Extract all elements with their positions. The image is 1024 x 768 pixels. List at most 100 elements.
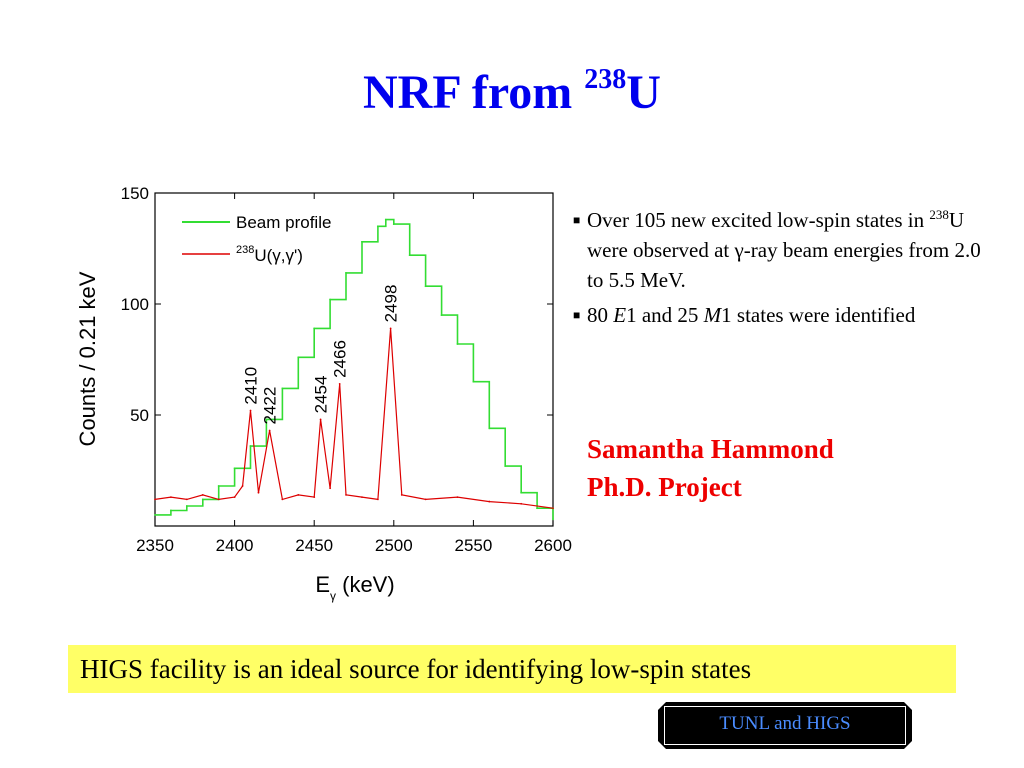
data-point	[329, 298, 332, 301]
data-point	[440, 314, 443, 316]
tunl-higs-badge: TUNL and HIGS	[658, 702, 912, 749]
x-tick-label: 2600	[534, 536, 572, 555]
bullet-text-m: M	[703, 303, 722, 327]
x-tick-label: 2550	[454, 536, 492, 555]
data-point	[408, 254, 411, 257]
nrf-spectrum-chart: 2350 2400 2450 2500 2550 2600 50 100 150 2410242…	[75, 184, 572, 603]
y-tick-label: 100	[121, 295, 149, 314]
x-axis-label-sub: γ	[330, 589, 336, 603]
data-point	[520, 491, 523, 494]
data-point	[170, 496, 172, 499]
y-tick-label: 150	[121, 184, 149, 203]
bullet-square-icon: ■	[573, 213, 581, 227]
bullet-text-sup: 238	[929, 207, 949, 222]
author-block: Samantha Hammond Ph.D. Project	[587, 430, 834, 506]
data-point	[552, 507, 554, 510]
data-point	[488, 500, 491, 503]
bullet-square-icon: ■	[573, 308, 581, 322]
data-point	[361, 496, 363, 499]
data-point	[249, 445, 252, 447]
data-point	[217, 498, 220, 501]
data-point	[313, 327, 316, 330]
data-point	[456, 496, 459, 499]
series-0	[154, 218, 554, 521]
x-tick-label: 2350	[136, 536, 174, 555]
series-line	[154, 328, 554, 509]
data-point	[392, 223, 395, 225]
plot-frame	[154, 192, 554, 527]
x-tick-label: 2400	[216, 536, 254, 555]
data-point	[233, 496, 236, 499]
series-1	[154, 327, 554, 510]
x-tick-label: 2450	[295, 536, 333, 555]
chart-legend: Beam profile 238U(γ,γ')	[182, 213, 331, 265]
author-project: Ph.D. Project	[587, 472, 742, 502]
legend-label-nrf: 238U(γ,γ')	[236, 244, 303, 265]
data-point	[504, 465, 507, 467]
legend-label-beam: Beam profile	[236, 213, 331, 232]
title-superscript: 238	[584, 64, 627, 95]
data-point	[329, 487, 332, 490]
data-point	[536, 507, 538, 510]
axis-ticks: 2350 2400 2450 2500 2550 2600 50 100 150	[121, 184, 572, 555]
data-point	[201, 494, 204, 496]
series-layer	[154, 218, 554, 521]
y-tick-label: 50	[130, 406, 149, 425]
data-point	[520, 502, 523, 505]
bullet-text-pre: 80	[587, 303, 614, 327]
data-point	[552, 518, 554, 521]
bullet-text-mid: 1 and 25	[626, 303, 704, 327]
x-axis-label: Eγ (keV)	[315, 572, 394, 603]
data-point	[319, 418, 322, 421]
data-point	[281, 387, 284, 390]
data-point	[338, 383, 341, 385]
title-suffix: U	[626, 66, 661, 119]
data-point	[384, 218, 387, 221]
data-point	[456, 343, 459, 345]
peak-label: 2410	[242, 367, 261, 405]
title-prefix: NRF from	[363, 66, 585, 119]
y-axis-label: Counts / 0.21 keV	[75, 271, 100, 446]
slide-title: NRF from 238U	[0, 50, 1024, 123]
data-point	[424, 285, 427, 288]
data-point	[241, 485, 244, 487]
data-point	[185, 505, 188, 507]
legend-label-nrf-sup: 238	[236, 244, 254, 256]
x-tick-label: 2500	[375, 536, 413, 555]
data-point	[185, 498, 188, 501]
peak-label: 2454	[312, 376, 331, 414]
data-point	[297, 356, 300, 359]
data-point	[376, 225, 379, 228]
data-point	[389, 327, 392, 330]
bullet-text-pre: Over 105 new excited low-spin states in	[587, 208, 930, 232]
data-point	[345, 494, 347, 496]
data-point	[217, 485, 220, 487]
data-point	[170, 509, 172, 512]
data-point	[313, 496, 316, 499]
bullet-list: ■ Over 105 new excited low-spin states in…	[573, 205, 993, 335]
data-point	[361, 240, 363, 243]
x-axis-label-main: E	[315, 572, 330, 597]
author-name: Samantha Hammond	[587, 434, 834, 464]
peak-label: 2466	[331, 340, 350, 378]
data-point	[488, 427, 491, 430]
peak-label: 2498	[382, 285, 401, 323]
x-axis-label-unit: (keV)	[336, 572, 395, 597]
data-point	[345, 272, 347, 274]
data-point	[154, 498, 156, 501]
series-line	[155, 218, 554, 520]
data-point	[249, 409, 252, 412]
bullet-item: ■ 80 E1 and 25 M1 states were identified	[573, 300, 993, 330]
data-point	[281, 498, 284, 501]
peak-label: 2422	[261, 387, 280, 425]
data-point	[424, 498, 427, 501]
data-point	[201, 498, 204, 501]
bullet-item: ■ Over 105 new excited low-spin states in…	[573, 205, 993, 295]
data-point	[233, 467, 236, 470]
data-point	[297, 494, 300, 496]
conclusion-banner: HIGS facility is an ideal source for ide…	[68, 645, 956, 693]
bullet-text-post: 1 states were identified	[721, 303, 916, 327]
data-point	[268, 429, 271, 432]
bullet-text-post: U were observed at γ-ray beam energies f…	[587, 208, 981, 292]
